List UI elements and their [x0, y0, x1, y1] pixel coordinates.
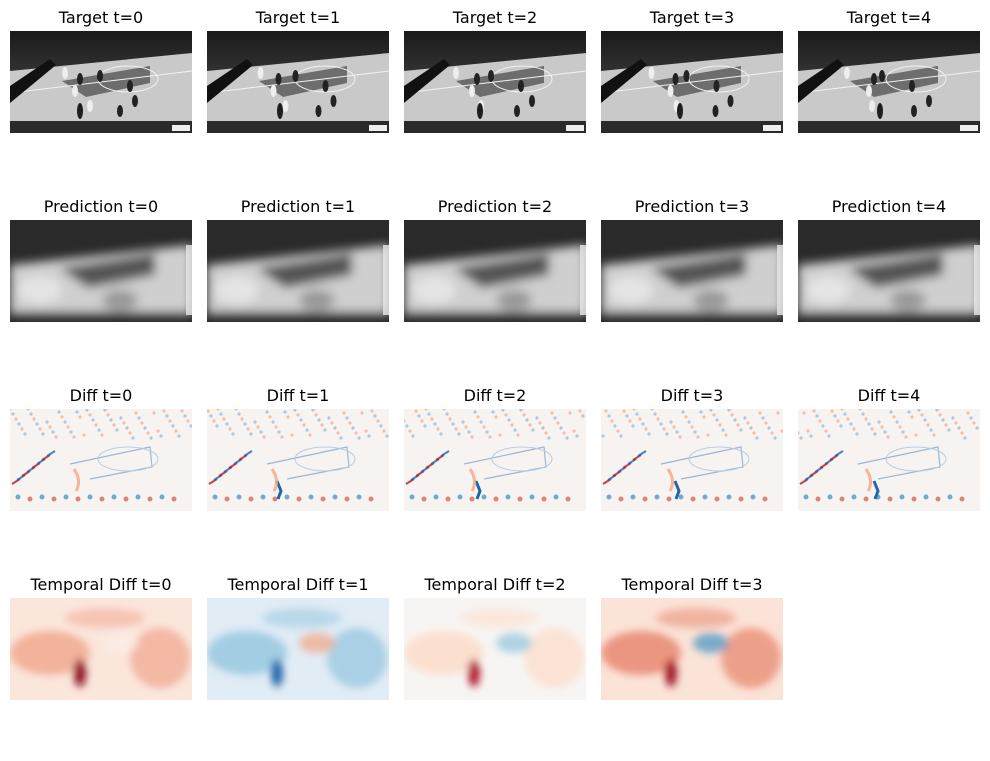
- prediction-heatmap-graphic: [601, 220, 783, 322]
- panel-title: Target t=3: [649, 8, 735, 27]
- temporal-heatmap-graphic: [10, 598, 192, 700]
- prediction-image: [207, 220, 389, 322]
- temporal-image: [10, 598, 192, 700]
- panel-title: Prediction t=0: [43, 197, 159, 216]
- temporal-heatmap-graphic: [404, 598, 586, 700]
- panel-title: Prediction t=3: [634, 197, 750, 216]
- panel-title: Diff t=1: [266, 386, 330, 405]
- temporal-heatmap-graphic: [601, 598, 783, 700]
- panel-title: Temporal Diff t=2: [424, 575, 566, 594]
- panel-title: Target t=2: [452, 8, 538, 27]
- diff-heatmap-graphic: [207, 409, 389, 511]
- diff-image: [404, 409, 586, 511]
- panel-title: Prediction t=1: [240, 197, 356, 216]
- panel-title: Temporal Diff t=1: [227, 575, 369, 594]
- temporal-heatmap-graphic: [207, 598, 389, 700]
- panel-title: Diff t=4: [857, 386, 921, 405]
- diff-image: [10, 409, 192, 511]
- target-heatmap-graphic: [207, 31, 389, 133]
- prediction-heatmap-graphic: [404, 220, 586, 322]
- diff-heatmap-graphic: [10, 409, 192, 511]
- panel-title: Temporal Diff t=3: [621, 575, 763, 594]
- target-heatmap-graphic: [798, 31, 980, 133]
- prediction-heatmap-graphic: [10, 220, 192, 322]
- diff-heatmap-graphic: [404, 409, 586, 511]
- diff-heatmap-graphic: [798, 409, 980, 511]
- panel-title: Diff t=2: [463, 386, 527, 405]
- panel-title: Diff t=3: [660, 386, 724, 405]
- prediction-image: [10, 220, 192, 322]
- diff-heatmap-graphic: [601, 409, 783, 511]
- target-image: [207, 31, 389, 133]
- diff-image: [601, 409, 783, 511]
- panel-title: Diff t=0: [69, 386, 133, 405]
- diff-image: [207, 409, 389, 511]
- panel-title: Prediction t=2: [437, 197, 553, 216]
- prediction-image: [404, 220, 586, 322]
- panel-title: Target t=1: [255, 8, 341, 27]
- prediction-heatmap-graphic: [207, 220, 389, 322]
- target-image: [601, 31, 783, 133]
- prediction-image: [601, 220, 783, 322]
- target-heatmap-graphic: [404, 31, 586, 133]
- diff-image: [798, 409, 980, 511]
- target-image: [404, 31, 586, 133]
- target-image: [10, 31, 192, 133]
- temporal-image: [207, 598, 389, 700]
- target-image: [798, 31, 980, 133]
- prediction-image: [798, 220, 980, 322]
- panel-title: Prediction t=4: [831, 197, 947, 216]
- panel-title: Target t=0: [58, 8, 144, 27]
- panel-title: Temporal Diff t=0: [30, 575, 172, 594]
- target-heatmap-graphic: [601, 31, 783, 133]
- temporal-image: [601, 598, 783, 700]
- target-heatmap-graphic: [10, 31, 192, 133]
- temporal-image: [404, 598, 586, 700]
- panel-title: Target t=4: [846, 8, 932, 27]
- prediction-heatmap-graphic: [798, 220, 980, 322]
